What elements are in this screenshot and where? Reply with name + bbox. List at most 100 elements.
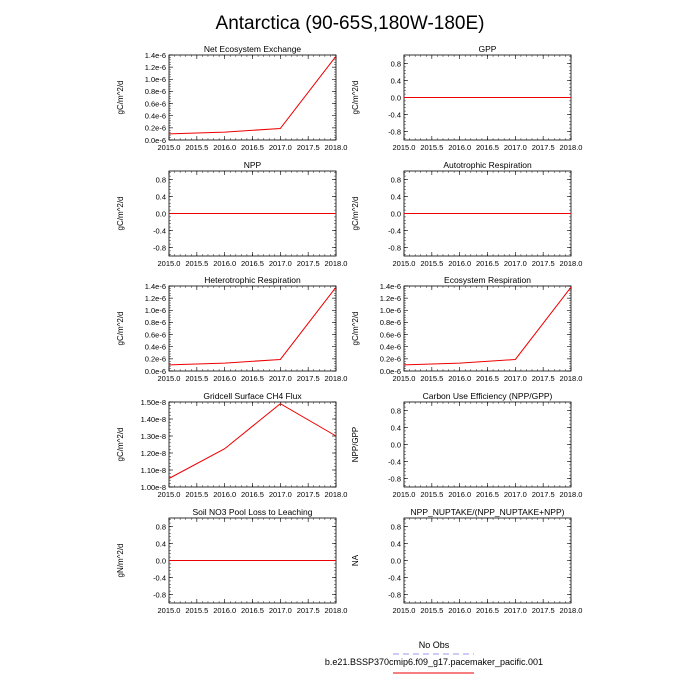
- x-tick-label: 2017.0: [504, 606, 527, 615]
- x-tick-label: 2018.0: [560, 606, 583, 615]
- y-tick-label: -0.8: [153, 243, 166, 252]
- x-tick-label: 2016.5: [476, 259, 499, 268]
- x-tick-label: 2015.5: [185, 259, 208, 268]
- x-tick-label: 2016.5: [241, 259, 264, 268]
- x-tick-label: 2016.0: [448, 259, 471, 268]
- y-tick-label: -0.8: [388, 127, 401, 136]
- x-tick-label: 2016.5: [476, 606, 499, 615]
- y-tick-label: 1.0e-6: [380, 306, 401, 315]
- y-tick-label: 0.0: [156, 556, 166, 565]
- panel-title: NPP: [244, 160, 262, 170]
- panel-title: Carbon Use Efficiency (NPP/GPP): [423, 391, 553, 401]
- chart-panel-8: Carbon Use Efficiency (NPP/GPP) 2015.0 201…: [351, 391, 582, 499]
- x-tick-label: 2015.0: [393, 490, 416, 499]
- y-tick-label: 1.10e-8: [141, 466, 166, 475]
- x-tick-label: 2018.0: [560, 143, 583, 152]
- panel-title: GPP: [479, 44, 497, 54]
- y-axis-label: gN/m^2/d: [116, 544, 125, 578]
- y-tick-label: 1.0e-6: [145, 75, 166, 84]
- y-tick-label: 0.6e-6: [380, 330, 401, 339]
- y-tick-label: 0.6e-6: [145, 99, 166, 108]
- y-tick-label: 0.4: [156, 539, 166, 548]
- x-tick-label: 2018.0: [560, 374, 583, 383]
- y-tick-label: 0.8: [391, 59, 401, 68]
- panel-title: Heterotrophic Respiration: [204, 275, 301, 285]
- y-tick-label: -0.4: [153, 226, 166, 235]
- x-tick-label: 2017.0: [269, 259, 292, 268]
- x-tick-label: 2015.0: [158, 259, 181, 268]
- x-tick-label: 2017.5: [532, 490, 555, 499]
- x-tick-label: 2015.5: [420, 374, 443, 383]
- chart-panel-3: NPP 2015.0 2015.5 2016.0 2016.5 2017.0 2017.5 2…: [116, 160, 347, 268]
- x-tick-label: 2016.0: [213, 374, 236, 383]
- y-tick-label: 0.0e-6: [145, 367, 166, 376]
- x-tick-label: 2015.5: [185, 606, 208, 615]
- x-tick-label: 2016.5: [241, 606, 264, 615]
- y-tick-label: 1.50e-8: [141, 398, 166, 407]
- series-line: [403, 286, 572, 366]
- panel-title: NPP_NUPTAKE/(NPP_NUPTAKE+NPP): [411, 507, 565, 517]
- y-tick-label: -0.4: [388, 457, 401, 466]
- y-tick-label: 0.4: [391, 423, 401, 432]
- y-tick-label: 0.8: [156, 175, 166, 184]
- y-tick-label: 0.4: [391, 539, 401, 548]
- y-tick-label: 0.0: [391, 440, 401, 449]
- chart-panel-4: Autotrophic Respiration 2015.0 2015.5 2016.…: [351, 160, 582, 268]
- y-tick-label: 1.4e-6: [145, 282, 166, 291]
- x-tick-label: 2015.0: [393, 143, 416, 152]
- x-tick-label: 2016.0: [448, 606, 471, 615]
- y-axis-label: gC/m^2/d: [351, 197, 360, 231]
- y-tick-label: 0.8e-6: [145, 87, 166, 96]
- y-tick-label: 1.00e-8: [141, 483, 166, 492]
- x-tick-label: 2016.5: [476, 490, 499, 499]
- panel-title: Net Ecosystem Exchange: [204, 44, 302, 54]
- x-tick-label: 2016.0: [448, 490, 471, 499]
- y-axis-label: gC/m^2/d: [351, 81, 360, 115]
- panel-title: Ecosystem Respiration: [444, 275, 531, 285]
- x-tick-label: 2017.0: [504, 490, 527, 499]
- panel-title: Soil NO3 Pool Loss to Leaching: [192, 507, 312, 517]
- series-line: [168, 55, 337, 135]
- plot-frame: [168, 285, 337, 372]
- x-tick-label: 2017.5: [297, 259, 320, 268]
- y-tick-label: 0.6e-6: [145, 330, 166, 339]
- plot-frame: [403, 285, 572, 372]
- x-tick-label: 2015.5: [420, 143, 443, 152]
- y-tick-label: 0.8: [391, 406, 401, 415]
- y-tick-label: 1.40e-8: [141, 415, 166, 424]
- x-tick-label: 2015.5: [420, 606, 443, 615]
- y-axis-label: NA: [351, 554, 360, 566]
- y-tick-label: 0.4: [391, 192, 401, 201]
- y-tick-label: 0.0: [391, 93, 401, 102]
- x-tick-label: 2018.0: [325, 490, 348, 499]
- y-tick-label: 0.0: [156, 209, 166, 218]
- y-tick-label: 0.0e-6: [145, 136, 166, 145]
- x-tick-label: 2017.5: [297, 374, 320, 383]
- y-tick-label: -0.8: [388, 243, 401, 252]
- y-tick-label: 0.2e-6: [380, 355, 401, 364]
- y-tick-label: 1.4e-6: [145, 51, 166, 60]
- x-tick-label: 2017.0: [269, 374, 292, 383]
- x-tick-label: 2016.0: [213, 606, 236, 615]
- plot-frame: [403, 401, 572, 488]
- x-tick-label: 2017.0: [269, 606, 292, 615]
- x-tick-label: 2016.5: [476, 143, 499, 152]
- y-tick-label: 1.2e-6: [145, 294, 166, 303]
- y-tick-label: -0.4: [153, 573, 166, 582]
- x-tick-label: 2017.0: [504, 374, 527, 383]
- x-tick-label: 2018.0: [325, 259, 348, 268]
- x-tick-label: 2015.0: [393, 259, 416, 268]
- x-tick-label: 2016.0: [213, 143, 236, 152]
- y-tick-label: 0.0e-6: [380, 367, 401, 376]
- x-tick-label: 2017.0: [269, 143, 292, 152]
- x-tick-label: 2017.0: [269, 490, 292, 499]
- figure-title: Antarctica (90-65S,180W-180E): [216, 13, 485, 34]
- chart-panel-6: Ecosystem Respiration 2015.0 2015.5 2016.0 2…: [351, 275, 582, 383]
- chart-panel-10: NPP_NUPTAKE/(NPP_NUPTAKE+NPP) 2015.0 2015.…: [351, 507, 582, 615]
- x-tick-label: 2015.0: [393, 606, 416, 615]
- y-axis-label: gC/m^2/d: [116, 428, 125, 462]
- y-tick-label: -0.8: [388, 590, 401, 599]
- y-tick-label: 0.4: [391, 76, 401, 85]
- y-tick-label: -0.4: [388, 226, 401, 235]
- plot-frame: [168, 401, 337, 488]
